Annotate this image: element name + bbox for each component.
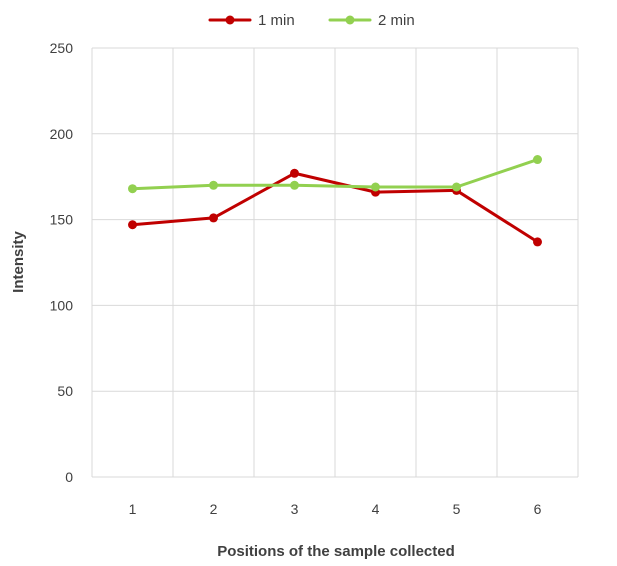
y-tick-label: 50	[57, 383, 73, 399]
series-2-min	[128, 155, 542, 194]
data-point	[290, 168, 299, 178]
data-point	[128, 184, 137, 194]
y-tick-label: 150	[50, 212, 74, 228]
x-axis-tick-labels: 1 2 3 4 5 6	[129, 501, 542, 517]
legend-item: 1 min	[208, 12, 295, 29]
y-axis-title: Intensity	[10, 231, 27, 293]
data-point	[290, 180, 299, 190]
x-axis-title: Positions of the sample collected	[217, 543, 455, 560]
y-axis-tick-labels: 0 50 100 150 200 250	[50, 40, 74, 485]
data-point	[371, 182, 380, 192]
legend-swatch-marker	[225, 15, 235, 25]
series-line	[131, 158, 539, 191]
data-point	[533, 237, 542, 247]
y-tick-label: 0	[65, 469, 73, 485]
y-tick-label: 100	[50, 297, 74, 313]
x-tick-label: 1	[129, 501, 137, 517]
legend-item: 2 min	[328, 12, 415, 29]
x-tick-label: 5	[453, 501, 461, 517]
y-tick-label: 250	[50, 40, 74, 56]
x-tick-label: 3	[291, 501, 299, 517]
y-tick-label: 200	[50, 126, 74, 142]
gridlines	[91, 47, 579, 478]
legend-label: 1 min	[258, 12, 295, 29]
legend-label: 2 min	[378, 12, 415, 29]
series-line	[131, 171, 539, 244]
series-lines	[128, 155, 542, 247]
x-tick-label: 4	[372, 501, 380, 517]
data-point	[209, 213, 218, 223]
legend: 1 min 2 min	[208, 12, 415, 29]
x-tick-label: 2	[210, 501, 218, 517]
data-point	[128, 220, 137, 230]
legend-swatch-marker	[345, 15, 355, 25]
x-tick-label: 6	[534, 501, 542, 517]
data-point	[452, 182, 461, 192]
data-point	[209, 180, 218, 190]
data-point	[533, 155, 542, 165]
